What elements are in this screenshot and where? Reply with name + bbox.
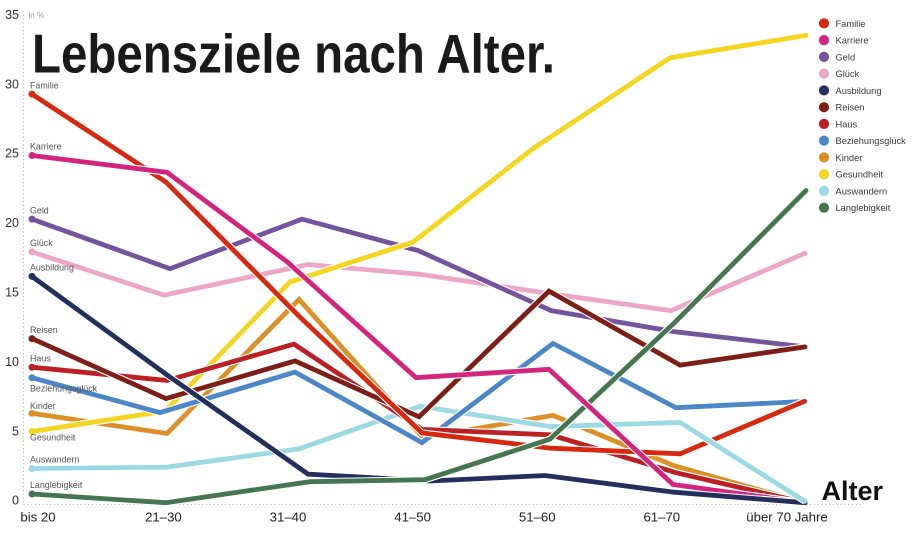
svg-text:51–60: 51–60	[519, 510, 556, 525]
svg-text:Auswandern: Auswandern	[836, 186, 888, 196]
svg-text:21–30: 21–30	[145, 510, 182, 525]
svg-text:30: 30	[5, 77, 19, 91]
svg-text:61–70: 61–70	[643, 510, 680, 525]
svg-text:Ausbildung: Ausbildung	[836, 86, 882, 96]
svg-text:Ausbildung: Ausbildung	[30, 263, 74, 273]
svg-text:Lebensziele nach Alter.: Lebensziele nach Alter.	[32, 24, 555, 85]
svg-text:31–40: 31–40	[270, 510, 307, 525]
svg-text:35: 35	[5, 8, 19, 22]
svg-text:Kinder: Kinder	[30, 401, 56, 411]
svg-text:Glück: Glück	[30, 238, 53, 248]
svg-text:5: 5	[12, 424, 19, 438]
svg-text:Langlebigkeit: Langlebigkeit	[30, 480, 83, 490]
svg-text:Reisen: Reisen	[30, 325, 58, 335]
svg-text:in %: in %	[29, 11, 45, 20]
svg-text:Auswandern: Auswandern	[30, 455, 79, 465]
svg-text:Haus: Haus	[30, 353, 51, 363]
svg-text:0: 0	[12, 494, 19, 508]
svg-text:20: 20	[5, 216, 19, 230]
svg-text:Beziehungsglück: Beziehungsglück	[836, 136, 907, 146]
svg-text:Haus: Haus	[836, 119, 858, 129]
svg-text:Karriere: Karriere	[836, 36, 869, 46]
svg-text:Karriere: Karriere	[30, 142, 62, 152]
svg-text:Langlebigkeit: Langlebigkeit	[836, 203, 891, 213]
svg-text:Gesundheit: Gesundheit	[836, 170, 884, 180]
svg-text:Familie: Familie	[836, 19, 866, 29]
svg-text:Gesundheit: Gesundheit	[30, 432, 76, 442]
svg-text:Familie: Familie	[30, 80, 59, 90]
svg-text:Reisen: Reisen	[836, 103, 865, 113]
svg-text:41–50: 41–50	[394, 510, 431, 525]
svg-text:25: 25	[5, 147, 19, 161]
svg-text:bis 20: bis 20	[20, 510, 55, 525]
svg-text:Beziehungsglück: Beziehungsglück	[30, 384, 98, 394]
svg-text:Glück: Glück	[836, 69, 860, 79]
svg-text:Geld: Geld	[30, 205, 49, 215]
svg-text:über 70 Jahre: über 70 Jahre	[746, 510, 827, 525]
svg-text:Kinder: Kinder	[836, 153, 863, 163]
svg-text:10: 10	[5, 355, 19, 369]
svg-text:Alter: Alter	[821, 476, 883, 506]
svg-text:15: 15	[5, 286, 19, 300]
svg-text:Geld: Geld	[836, 52, 856, 62]
